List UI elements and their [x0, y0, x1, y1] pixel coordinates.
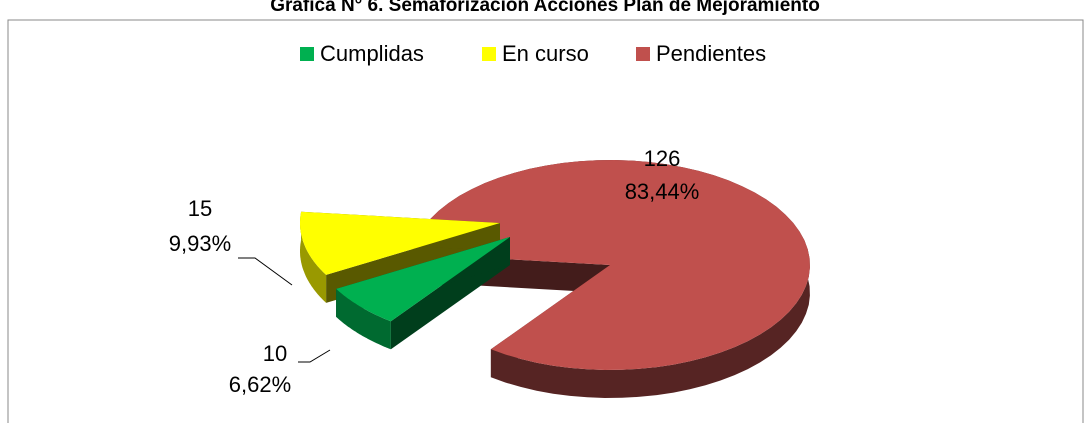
leader-line: [238, 257, 293, 286]
legend-label: En curso: [502, 41, 589, 66]
data-label: 6,62%: [229, 372, 291, 397]
chart-frame: [7, 19, 1084, 423]
data-label: 126: [644, 146, 681, 171]
data-label: 83,44%: [625, 179, 700, 204]
data-label: 10: [263, 341, 287, 366]
chart-title: Gráfica N° 6. Semaforización Acciones Pl…: [270, 0, 820, 16]
data-label: 9,93%: [169, 231, 231, 256]
slice: [300, 211, 500, 275]
legend-swatch: [636, 47, 650, 61]
slice: [411, 160, 810, 370]
legend-label: Cumplidas: [320, 41, 424, 66]
slice: [336, 237, 510, 322]
slice-side: [300, 211, 327, 303]
slice-side: [336, 288, 391, 350]
data-label: 15: [188, 196, 212, 221]
legend-swatch: [300, 47, 314, 61]
legend-swatch: [482, 47, 496, 61]
leader-line: [298, 349, 331, 363]
legend-label: Pendientes: [656, 41, 766, 66]
